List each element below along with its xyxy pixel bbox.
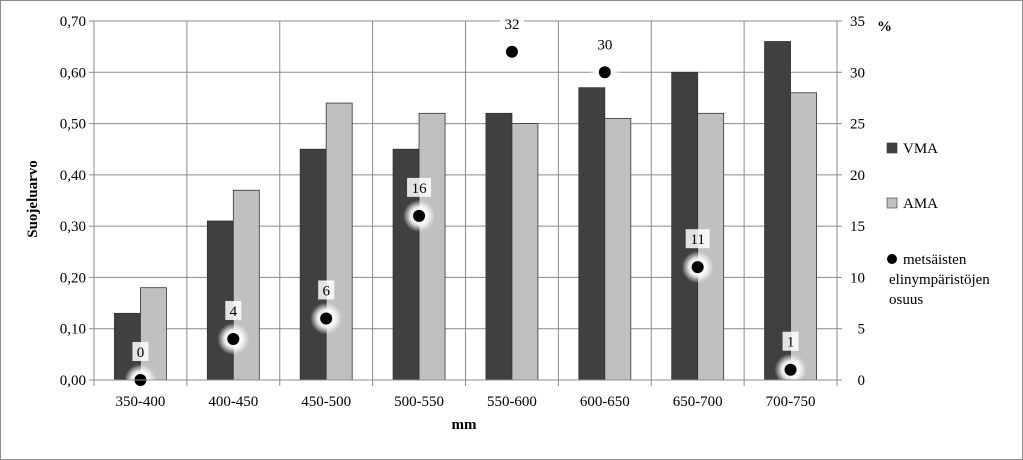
point-label: 4: [230, 304, 238, 320]
bars: [114, 41, 817, 381]
y2-tick-label: 5: [858, 322, 866, 338]
data-point: [598, 66, 611, 79]
point-label: 30: [597, 37, 612, 53]
point-label: 1: [787, 335, 795, 351]
legend-label: osuus: [889, 292, 923, 308]
x-tick-label: 350-400: [115, 394, 165, 410]
point-label-bg: [685, 229, 710, 249]
legend-swatch: [886, 142, 898, 154]
bar-ama: [511, 123, 539, 381]
y2-tick-label: 35: [850, 14, 865, 30]
point-label-bg: [225, 300, 242, 320]
y-tick-label: 0,40: [60, 168, 86, 184]
x-tick-label: 600-650: [580, 394, 630, 410]
x-tick-label: 500-550: [394, 394, 444, 410]
point-label: 32: [504, 17, 519, 33]
data-point: [784, 363, 797, 376]
data-point: [320, 312, 333, 325]
point-label-bg: [407, 177, 432, 197]
y2-tick-label: 20: [850, 168, 865, 184]
point-label: 6: [322, 283, 330, 299]
data-point: [227, 332, 240, 345]
x-tick-label: 450-500: [301, 394, 351, 410]
point-label-bg: [318, 280, 335, 300]
y2-tick-label: 10: [850, 270, 865, 286]
point-label-bg: [592, 34, 617, 54]
legend-label: VMA: [903, 141, 938, 157]
axes: 0,000,100,200,300,400,500,600,7005101520…: [60, 14, 865, 410]
bar-vma: [671, 71, 699, 381]
x-tick-label: 400-450: [208, 394, 258, 410]
point-label: 11: [690, 232, 704, 248]
bar-ama: [140, 287, 167, 381]
bar-ama: [604, 118, 632, 381]
y2-tick-label: 0: [858, 373, 866, 389]
grid-lines: [93, 20, 838, 386]
legend-swatch: [886, 197, 898, 209]
point-label-bg: [782, 331, 799, 351]
y-tick-label: 0,00: [60, 373, 86, 389]
bar-vma: [206, 220, 234, 381]
data-point: [691, 261, 704, 274]
legend-label: AMA: [903, 196, 938, 212]
legend: VMA AMA metsäisten elinympäristöjen osuus: [886, 141, 990, 308]
x-tick-label: 700-750: [766, 394, 816, 410]
y-tick-label: 0,30: [60, 219, 86, 235]
legend-label: metsäisten: [903, 252, 967, 268]
point-label: 16: [412, 181, 428, 197]
legend-label: elinympäristöjen: [889, 272, 990, 288]
y-tick-label: 0,20: [60, 270, 86, 286]
bar-vma: [299, 148, 327, 381]
x-tick-label: 550-600: [487, 394, 537, 410]
y2-tick-label: 15: [850, 219, 865, 235]
bar-vma: [578, 87, 606, 381]
x-tick-label: 650-700: [673, 394, 723, 410]
x-axis-title: mm: [452, 417, 477, 433]
bar-ama: [325, 102, 353, 381]
y-tick-label: 0,70: [60, 14, 86, 30]
point-label-bg: [499, 13, 524, 33]
bar-vma: [485, 112, 513, 381]
bar-vma: [764, 41, 791, 381]
y-tick-label: 0,50: [60, 117, 86, 133]
legend-swatch: [887, 254, 897, 264]
y2-tick-label: 25: [850, 117, 865, 133]
y-tick-label: 0,60: [60, 65, 86, 81]
point-label: 0: [137, 345, 145, 361]
data-point: [413, 209, 426, 222]
y2-tick-label: 30: [850, 65, 865, 81]
bar-ama: [418, 112, 446, 381]
data-point: [505, 45, 518, 58]
y2-axis-title: %: [877, 19, 892, 35]
y-tick-label: 0,10: [60, 322, 86, 338]
point-label-bg: [132, 342, 149, 361]
y-axis-title: Suojeluarvo: [25, 160, 41, 238]
